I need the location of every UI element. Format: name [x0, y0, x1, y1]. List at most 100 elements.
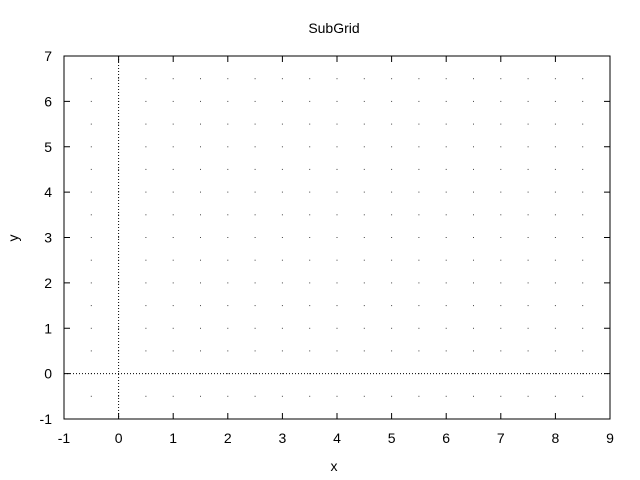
grid-dot [554, 327, 556, 329]
grid-dot [500, 373, 502, 375]
grid-dot [418, 123, 420, 125]
grid-dot [254, 350, 256, 352]
grid-dot [527, 168, 529, 170]
grid-dot [254, 305, 256, 307]
grid-dot [391, 259, 393, 261]
grid-dot [90, 146, 92, 148]
grid-dot [200, 259, 201, 261]
y-tick-label: 5 [44, 139, 52, 155]
grid-dot [281, 191, 283, 193]
grid-dot [336, 305, 338, 307]
grid-dot [90, 168, 92, 170]
y-tick-labels: -1 0 1 2 3 4 5 6 7 [40, 48, 53, 427]
grid-dot [473, 100, 474, 102]
grid-dot [363, 350, 365, 352]
grid-dot [336, 395, 338, 397]
grid-dot [473, 214, 474, 216]
grid-dot [90, 78, 92, 80]
y-tick-label: 1 [44, 320, 52, 336]
grid-dot [391, 168, 393, 170]
grid-dot [309, 259, 311, 261]
grid-dot [172, 305, 174, 307]
grid-dot [554, 373, 556, 375]
grid-dot [418, 214, 420, 216]
grid-dot [90, 350, 92, 352]
grid-dot [118, 214, 120, 216]
grid-dot [254, 168, 256, 170]
grid-dot [172, 100, 174, 102]
grid-dot [254, 146, 256, 148]
grid-dot [363, 327, 365, 329]
grid-dot [527, 146, 529, 148]
grid-dot [227, 282, 229, 284]
grid-dot [418, 146, 420, 148]
grid-dot [527, 214, 529, 216]
grid-dot [500, 146, 502, 148]
x-tick-label: 5 [388, 430, 396, 446]
grid-dot [391, 191, 393, 193]
grid-dot [172, 327, 174, 329]
grid-dot [473, 168, 474, 170]
grid-dot [554, 282, 556, 284]
grid-dot [254, 191, 256, 193]
grid-dot [227, 78, 229, 80]
grid-dot [418, 282, 420, 284]
grid-dot [445, 282, 447, 284]
grid-dot [582, 78, 584, 80]
grid-dot [281, 282, 283, 284]
y-tick-label: 3 [44, 230, 52, 246]
grid-dot [281, 305, 283, 307]
grid-dot [227, 395, 229, 397]
grid-dot [118, 237, 120, 238]
grid-dot [254, 327, 256, 329]
grid-dot [363, 100, 365, 102]
grid-dot [582, 327, 584, 329]
grid-dot [200, 123, 201, 125]
grid-dot [145, 350, 147, 352]
grid-dot [90, 123, 92, 125]
grid-dot [582, 395, 584, 397]
grid-dot [527, 259, 529, 261]
grid-dot [336, 327, 338, 329]
grid-dot [172, 123, 174, 125]
grid-dot [582, 168, 584, 170]
grid-dot [309, 373, 311, 375]
grid-dot [500, 191, 502, 193]
grid-dot [309, 100, 311, 102]
grid-dot [363, 395, 365, 397]
grid-dot [445, 395, 447, 397]
grid-dot [281, 259, 283, 261]
grid-dot [309, 350, 311, 352]
y-tick-label: 6 [44, 93, 52, 109]
grid-dot [500, 123, 502, 125]
grid-dot [554, 191, 556, 193]
grid-dot [391, 146, 393, 148]
grid-dot [336, 78, 338, 80]
grid-dot [445, 350, 447, 352]
grid-dot [145, 100, 147, 102]
grid-dot [118, 191, 120, 193]
grid-dot [90, 395, 92, 397]
grid-dot [418, 259, 420, 261]
grid-dot [172, 259, 174, 261]
grid-dot [473, 259, 474, 261]
grid-dot [363, 214, 365, 216]
x-tick-label: 9 [606, 430, 614, 446]
grid-dot [527, 100, 529, 102]
grid-dot [145, 123, 147, 125]
grid-dot [145, 214, 147, 216]
grid-dot [554, 259, 556, 261]
grid-dot [527, 123, 529, 125]
grid-dot [391, 350, 393, 352]
grid-dot [582, 123, 584, 125]
grid-dot [500, 259, 502, 261]
grid-dot [172, 350, 174, 352]
grid-dot [391, 305, 393, 307]
grid-dot [118, 395, 120, 397]
grid-dot [118, 123, 120, 125]
grid-dot [227, 146, 229, 148]
grid-dot [200, 100, 201, 102]
grid-dot [254, 282, 256, 284]
grid-dot [309, 123, 311, 125]
grid-dot [254, 373, 256, 375]
